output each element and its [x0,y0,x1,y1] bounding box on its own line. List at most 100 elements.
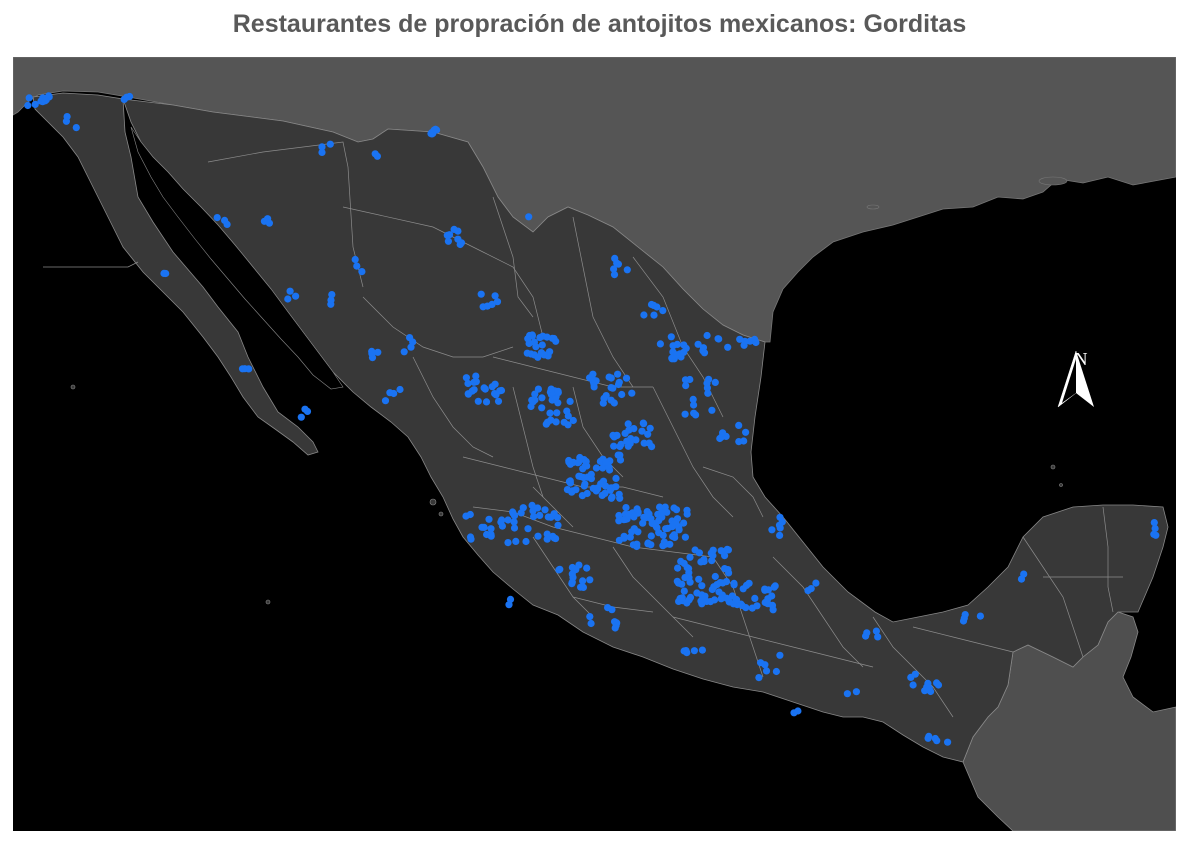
restaurant-point[interactable] [630,525,638,533]
restaurant-point[interactable] [579,577,587,585]
restaurant-point[interactable] [25,94,33,102]
restaurant-point[interactable] [327,296,335,304]
restaurant-point[interactable] [748,604,756,612]
restaurant-point[interactable] [462,374,470,382]
restaurant-point[interactable] [479,303,487,311]
restaurant-point[interactable] [318,148,326,156]
restaurant-point[interactable] [650,311,658,319]
restaurant-point[interactable] [925,684,933,692]
restaurant-point[interactable] [528,396,536,404]
restaurant-point[interactable] [587,619,595,628]
restaurant-point[interactable] [933,679,941,687]
restaurant-point[interactable] [686,578,694,586]
restaurant-point[interactable] [487,525,495,533]
restaurant-point[interactable] [681,533,690,541]
restaurant-point[interactable] [669,342,677,350]
restaurant-point[interactable] [632,436,640,444]
restaurant-point[interactable] [644,430,652,438]
restaurant-point[interactable] [652,522,660,531]
restaurant-point[interactable] [735,421,743,429]
restaurant-point[interactable] [713,581,721,589]
restaurant-point[interactable] [542,420,550,428]
map-canvas[interactable] [13,57,1176,831]
restaurant-point[interactable] [715,335,723,343]
restaurant-point[interactable] [852,688,861,696]
restaurant-point[interactable] [602,482,610,490]
restaurant-point[interactable] [694,340,702,348]
restaurant-point[interactable] [646,424,654,432]
restaurant-point[interactable] [638,427,646,435]
restaurant-point[interactable] [519,504,527,512]
restaurant-point[interactable] [717,547,725,555]
restaurant-point[interactable] [297,413,305,421]
restaurant-point[interactable] [547,513,555,521]
restaurant-point[interactable] [698,582,706,590]
restaurant-point[interactable] [736,335,744,343]
restaurant-point[interactable] [552,418,560,426]
restaurant-point[interactable] [614,380,623,389]
restaurant-point[interactable] [663,508,671,516]
restaurant-point[interactable] [768,601,777,610]
restaurant-point[interactable] [610,442,618,450]
restaurant-point[interactable] [640,420,648,428]
restaurant-point[interactable] [534,353,542,361]
restaurant-point[interactable] [624,420,632,428]
restaurant-point[interactable] [752,338,760,347]
restaurant-point[interactable] [1020,570,1028,578]
restaurant-point[interactable] [538,404,546,412]
restaurant-point[interactable] [368,347,376,355]
restaurant-point[interactable] [568,487,577,495]
restaurant-point[interactable] [677,557,685,565]
restaurant-point[interactable] [605,463,613,471]
restaurant-point[interactable] [466,510,474,519]
restaurant-point[interactable] [467,535,475,543]
restaurant-point[interactable] [704,389,712,397]
restaurant-point[interactable] [598,491,606,499]
restaurant-point[interactable] [472,378,480,386]
restaurant-point[interactable] [618,390,626,399]
restaurant-point[interactable] [630,425,638,433]
restaurant-point[interactable] [478,523,486,531]
restaurant-point[interactable] [843,690,852,698]
restaurant-point[interactable] [667,333,675,341]
restaurant-point[interactable] [685,596,693,604]
restaurant-point[interactable] [491,380,499,388]
restaurant-point[interactable] [547,385,555,393]
restaurant-point[interactable] [620,516,628,524]
restaurant-point[interactable] [668,523,676,531]
restaurant-point[interactable] [645,510,653,518]
restaurant-point[interactable] [944,738,952,746]
restaurant-point[interactable] [554,521,562,529]
restaurant-point[interactable] [626,533,634,541]
restaurant-point[interactable] [587,475,596,483]
restaurant-point[interactable] [959,617,968,625]
restaurant-point[interactable] [874,633,882,641]
restaurant-point[interactable] [213,214,221,222]
restaurant-point[interactable] [564,412,572,420]
restaurant-point[interactable] [566,460,575,468]
restaurant-point[interactable] [703,379,711,387]
restaurant-point[interactable] [586,576,594,584]
restaurant-point[interactable] [697,558,705,566]
restaurant-point[interactable] [708,557,716,565]
restaurant-point[interactable] [546,409,554,417]
restaurant-point[interactable] [703,331,711,340]
restaurant-point[interactable] [698,646,707,654]
restaurant-point[interactable] [647,532,655,540]
restaurant-point[interactable] [674,564,682,572]
restaurant-point[interactable] [406,334,414,342]
restaurant-point[interactable] [552,535,560,543]
restaurant-point[interactable] [640,311,648,319]
restaurant-point[interactable] [568,578,576,586]
restaurant-point[interactable] [123,93,131,101]
restaurant-point[interactable] [680,519,688,527]
restaurant-point[interactable] [454,235,462,243]
restaurant-point[interactable] [680,348,688,356]
restaurant-point[interactable] [474,397,482,405]
restaurant-point[interactable] [621,429,629,437]
restaurant-point[interactable] [586,613,594,621]
restaurant-point[interactable] [386,389,394,397]
restaurant-point[interactable] [509,509,517,517]
restaurant-point[interactable] [615,511,623,520]
restaurant-point[interactable] [477,290,485,298]
